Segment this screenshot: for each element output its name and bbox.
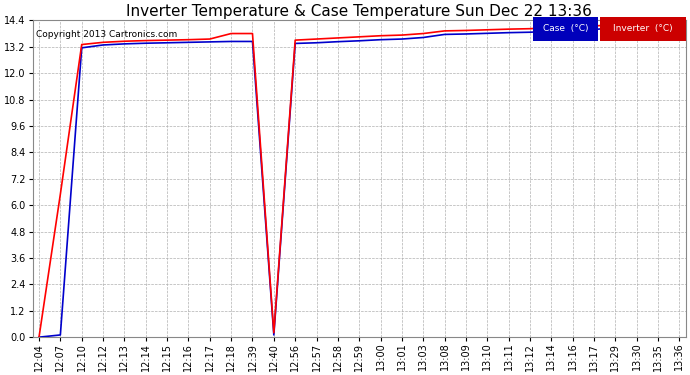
Title: Inverter Temperature & Case Temperature Sun Dec 22 13:36: Inverter Temperature & Case Temperature … [126, 4, 592, 19]
Text: Case  (°C): Case (°C) [542, 24, 588, 33]
Text: Inverter  (°C): Inverter (°C) [613, 24, 673, 33]
Text: Copyright 2013 Cartronics.com: Copyright 2013 Cartronics.com [36, 30, 177, 39]
